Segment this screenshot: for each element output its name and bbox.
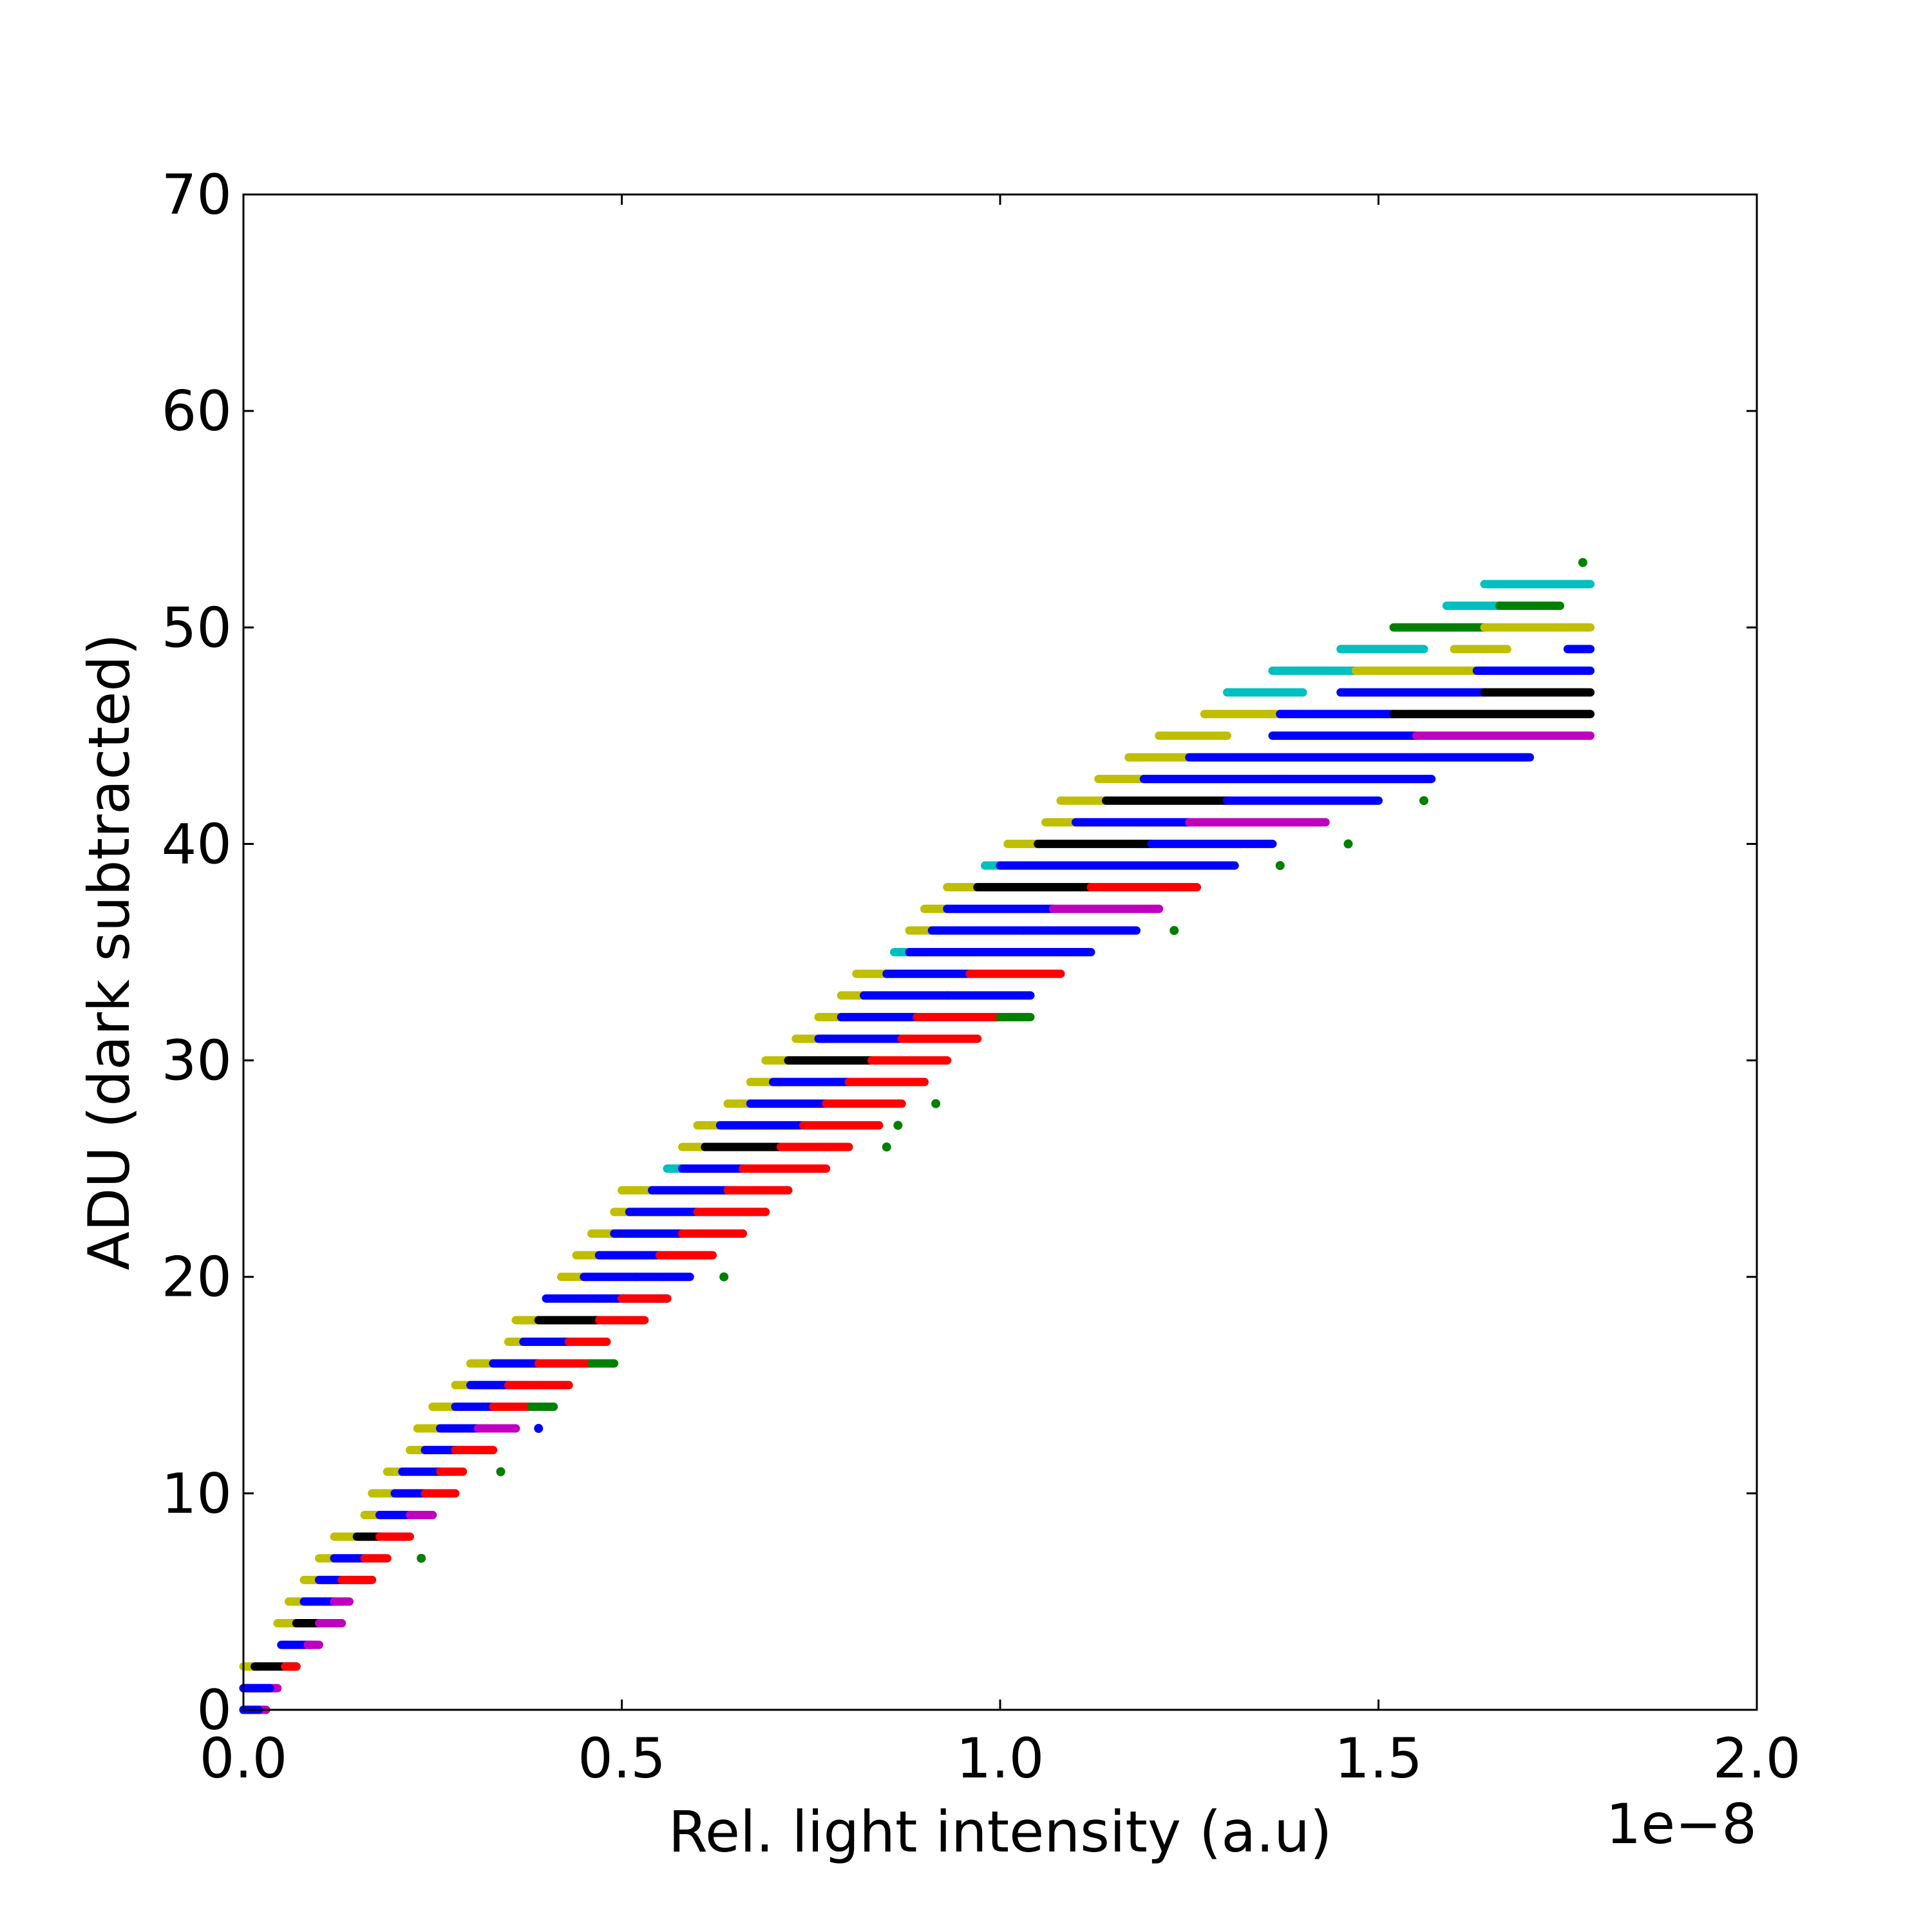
data-point — [931, 1099, 941, 1108]
data-points — [239, 558, 1595, 1714]
data-point — [534, 1424, 544, 1434]
x-tick-label: 1.5 — [1334, 1727, 1423, 1791]
data-point — [1275, 861, 1285, 871]
y-tick-label: 50 — [162, 596, 232, 660]
axis-ticks: 0.0 0.5 1.0 1.5 2.0 0 10 20 30 40 50 60 70 — [162, 163, 1801, 1791]
data-point — [417, 1553, 426, 1563]
x-tick-label: 0.0 — [200, 1727, 288, 1791]
data-point — [496, 1467, 506, 1477]
y-tick-label: 20 — [162, 1245, 232, 1310]
y-axis-label: ADU (dark subtracted) — [76, 634, 142, 1271]
x-tick-label: 2.0 — [1713, 1727, 1801, 1791]
x-tick-label: 0.5 — [578, 1727, 666, 1791]
data-point — [1170, 925, 1179, 935]
x-tick-label: 1.0 — [956, 1727, 1045, 1791]
y-tick-label: 70 — [162, 163, 232, 227]
data-point — [1343, 839, 1353, 849]
y-tick-label: 0 — [196, 1678, 232, 1743]
y-tick-label: 30 — [162, 1029, 232, 1094]
data-point — [719, 1272, 729, 1282]
data-point — [893, 1121, 903, 1130]
data-point — [1419, 796, 1428, 806]
x-offset-label: 1e−8 — [1606, 1792, 1757, 1857]
data-point — [1578, 558, 1587, 567]
data-point — [882, 1142, 891, 1152]
y-tick-label: 40 — [162, 812, 232, 876]
y-tick-label: 10 — [162, 1462, 232, 1526]
y-tick-label: 60 — [162, 379, 232, 444]
x-axis-label: Rel. light intensity (a.u) — [668, 1799, 1332, 1865]
